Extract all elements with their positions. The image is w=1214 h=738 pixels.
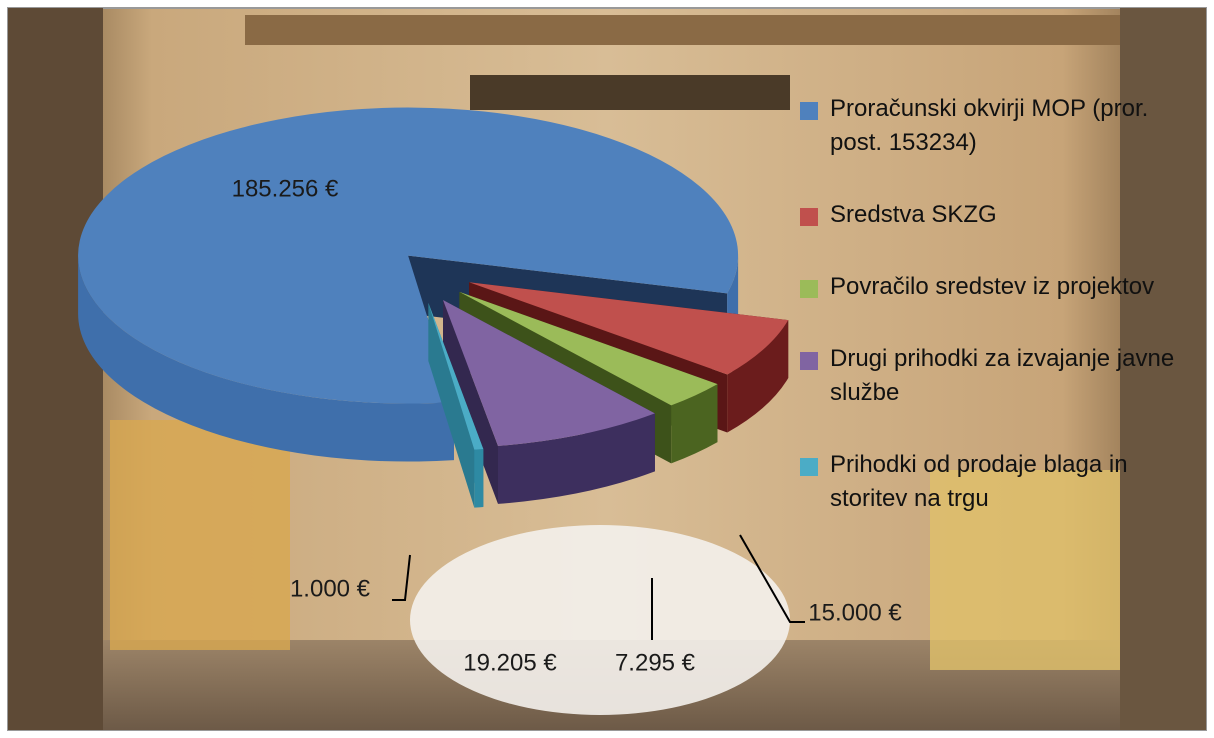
legend-label: Povračilo sredstev iz projektov	[830, 273, 1154, 300]
legend-item: Proračunski okvirji MOP (pror. post. 153…	[800, 92, 1180, 160]
data-label: 1.000 €	[290, 575, 371, 602]
legend: Proračunski okvirji MOP (pror. post. 153…	[800, 92, 1180, 554]
legend-item: Drugi prihodki za izvajanje javne službe	[800, 342, 1180, 410]
data-label: 7.295 €	[615, 649, 696, 676]
legend-swatch	[800, 352, 818, 370]
legend-label: Proračunski okvirji MOP (pror. post. 153…	[830, 95, 1148, 156]
legend-label: Sredstva SKZG	[830, 201, 997, 228]
legend-swatch	[800, 102, 818, 120]
slice-outer-side	[474, 449, 483, 508]
legend-label: Drugi prihodki za izvajanje javne službe	[830, 345, 1174, 406]
data-label: 15.000 €	[808, 599, 902, 626]
legend-item: Povračilo sredstev iz projektov	[800, 270, 1180, 304]
legend-swatch	[800, 280, 818, 298]
page: 185.256 €15.000 €7.295 €19.205 €1.000 € …	[0, 0, 1214, 738]
legend-label: Prihodki od prodaje blaga in storitev na…	[830, 451, 1128, 512]
data-label: 185.256 €	[232, 175, 339, 202]
legend-item: Sredstva SKZG	[800, 198, 1180, 232]
legend-swatch	[800, 208, 818, 226]
legend-item: Prihodki od prodaje blaga in storitev na…	[800, 448, 1180, 516]
data-label: 19.205 €	[463, 649, 557, 676]
legend-swatch	[800, 458, 818, 476]
